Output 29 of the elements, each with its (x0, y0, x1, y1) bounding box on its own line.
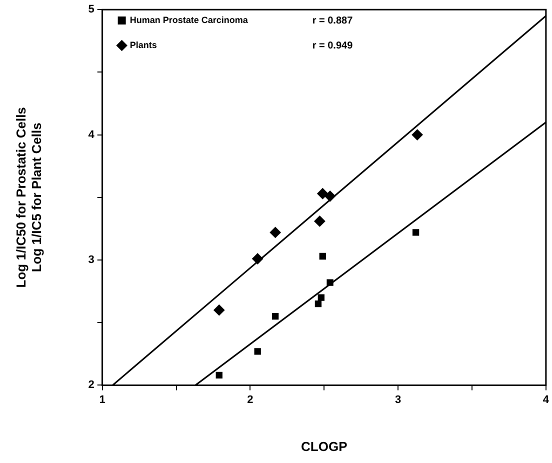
y-tick-label: 3 (88, 254, 94, 266)
y-axis-title: Log 1/IC50 for Prostatic Cells Log 1/IC5 for Plant Cells (13, 107, 44, 288)
point (318, 294, 324, 301)
y-tick-label: 4 (88, 128, 96, 141)
point (272, 313, 279, 320)
point (254, 348, 261, 355)
point (324, 190, 336, 202)
point (216, 372, 222, 379)
y-tick-label: 2 (88, 379, 94, 392)
point (214, 304, 225, 316)
point (319, 252, 326, 260)
point (412, 129, 423, 140)
x-tick-label: 3 (395, 394, 402, 406)
point (314, 216, 326, 227)
x-tick-label: 4 (542, 394, 550, 406)
point (270, 226, 281, 238)
annotation: r = 0.949 (312, 40, 354, 52)
annotation: r = 0.887 (312, 15, 354, 26)
point (317, 188, 328, 200)
y-tick-label: 5 (88, 4, 94, 16)
x-tick-label: 1 (99, 394, 106, 406)
point (412, 229, 420, 236)
legend-label: Plants (130, 40, 157, 50)
x-tick-label: 2 (247, 394, 254, 406)
legend-label: Human Prostate Carcinoma (130, 14, 249, 25)
x-axis-title: CLOGP (301, 438, 348, 454)
point (314, 300, 322, 308)
point (326, 279, 334, 286)
point (252, 253, 264, 264)
